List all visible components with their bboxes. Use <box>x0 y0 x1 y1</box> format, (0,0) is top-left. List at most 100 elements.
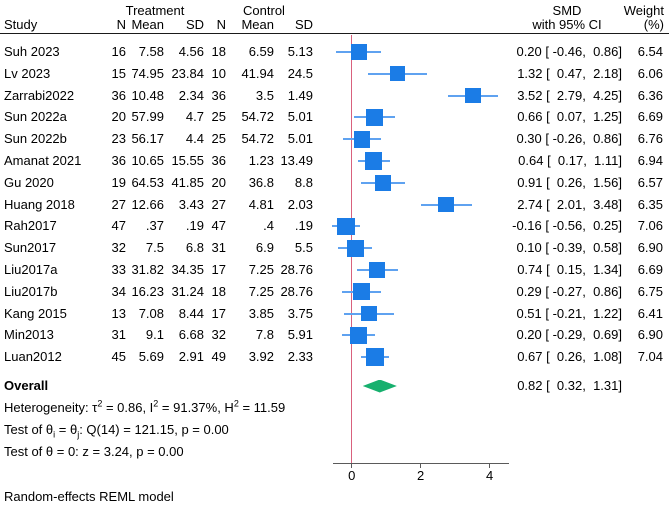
table-cell-t_mean: 10.65 <box>131 153 164 168</box>
table-cell-t_n: 32 <box>111 240 126 256</box>
study-label: Liu2017a <box>4 262 58 277</box>
table-cell-t_mean: 12.66 <box>131 196 164 212</box>
table-cell-t_sd: 15.55 <box>171 153 204 168</box>
study-label: Sun 2022b <box>4 131 67 147</box>
stat-text-segment: 2 <box>233 398 239 409</box>
effect-square <box>365 348 384 366</box>
stat-text-segment: 2 <box>97 398 103 409</box>
table-cell-c_n: 18 <box>211 44 226 59</box>
table-cell-c_sd: 3.75 <box>287 305 313 321</box>
table-cell-t_n: 34 <box>111 283 126 299</box>
effect-square <box>361 305 378 322</box>
weight-value: 6.36 <box>637 87 663 103</box>
table-cell-c_n: 36 <box>211 153 226 168</box>
table-cell-t_n: 15 <box>111 65 126 81</box>
study-label: Lv 2023 <box>4 65 51 81</box>
x-axis-tick <box>420 463 422 468</box>
table-cell-t_sd: 4.7 <box>185 109 204 125</box>
table-cell-c_mean: 1.23 <box>248 153 274 168</box>
study-label: Gu 2020 <box>4 174 54 190</box>
stat-text-segment: = θ <box>55 422 78 437</box>
table-cell-t_mean: 74.95 <box>131 65 164 81</box>
weight-header: Weight <box>623 3 664 18</box>
table-cell-t_mean: 31.82 <box>131 262 164 277</box>
table-cell-t_sd: 6.8 <box>185 240 204 256</box>
overall-diamond <box>362 379 397 393</box>
table-cell-t_n: 47 <box>111 218 126 234</box>
table-cell-c_sd: 5.01 <box>287 131 313 147</box>
table-cell-c_mean: 3.85 <box>248 305 274 321</box>
effect-square <box>374 174 392 191</box>
effect-square <box>337 217 355 236</box>
z-test-line: Test of θ = 0: z = 3.24, p = 0.00 <box>4 443 334 461</box>
weight-value: 6.54 <box>637 44 663 59</box>
smd-ci-value: 0.64 [ 0.17, 1.11] <box>518 153 622 168</box>
table-cell-t_mean: 5.69 <box>138 349 164 365</box>
table-cell-t_n: 13 <box>111 305 126 321</box>
header-divider-rule <box>0 33 669 35</box>
treatment-n-header: N <box>116 17 126 32</box>
control-sd-header: SD <box>294 17 313 32</box>
table-cell-t_mean: 57.99 <box>131 109 164 125</box>
table-cell-c_mean: 6.9 <box>255 240 274 256</box>
smd-ci-value: 0.20 [ -0.46, 0.86] <box>516 44 622 59</box>
table-cell-t_mean: 7.58 <box>138 44 164 59</box>
q-test-line: Test of θi = θj: Q(14) = 121.15, p = 0.0… <box>4 421 334 439</box>
table-cell-c_n: 47 <box>211 218 226 234</box>
table-cell-t_sd: 23.84 <box>171 65 204 81</box>
table-cell-t_mean: 56.17 <box>131 131 164 147</box>
table-cell-t_n: 23 <box>111 131 126 147</box>
table-cell-c_sd: .19 <box>294 218 313 234</box>
effect-square <box>349 326 368 344</box>
control-group-header: Control <box>243 3 285 18</box>
smd-ci-value: 0.66 [ 0.07, 1.25] <box>517 109 622 125</box>
table-cell-t_n: 36 <box>111 153 126 168</box>
treatment-mean-header: Mean <box>131 17 164 32</box>
table-cell-t_sd: 4.56 <box>178 44 204 59</box>
table-cell-t_mean: 16.23 <box>131 283 164 299</box>
overall-smd-ci-value: 0.82 [ 0.32, 1.31] <box>517 378 622 393</box>
table-cell-c_sd: 28.76 <box>280 283 313 299</box>
table-cell-c_mean: 6.59 <box>248 44 274 59</box>
study-label: Zarrabi2022 <box>4 87 75 103</box>
table-cell-c_n: 49 <box>211 349 226 365</box>
study-label: Sun 2022a <box>4 109 67 125</box>
table-cell-t_sd: 8.44 <box>178 305 204 321</box>
weight-value: 7.04 <box>637 349 663 365</box>
table-cell-c_sd: 5.13 <box>287 44 313 59</box>
table-cell-c_n: 17 <box>211 305 226 321</box>
study-label: Kang 2015 <box>4 305 67 321</box>
table-cell-c_n: 25 <box>211 131 226 147</box>
table-cell-c_mean: .4 <box>263 218 274 234</box>
table-cell-c_sd: 28.76 <box>280 262 313 277</box>
table-cell-c_n: 31 <box>211 240 226 256</box>
table-cell-c_mean: 3.92 <box>248 349 274 365</box>
stat-text-segment: = 91.37%, H <box>158 400 234 415</box>
table-cell-c_sd: 13.49 <box>280 153 313 168</box>
effect-square <box>389 66 405 82</box>
weight-value: 6.35 <box>637 196 663 212</box>
weight-value: 6.90 <box>637 240 663 256</box>
table-cell-t_sd: 3.43 <box>178 196 204 212</box>
x-axis-tick <box>351 463 353 468</box>
smd-ci-value: 0.91 [ 0.26, 1.56] <box>517 174 622 190</box>
stat-text-segment: j <box>77 429 80 440</box>
table-cell-c_n: 18 <box>211 283 226 299</box>
effect-square <box>366 109 383 126</box>
table-cell-t_sd: 31.24 <box>171 283 204 299</box>
table-cell-t_n: 33 <box>111 262 126 277</box>
table-cell-t_sd: 34.35 <box>171 262 204 277</box>
smd-ci-value: 0.51 [ -0.21, 1.22] <box>516 305 622 321</box>
weight-value: 6.94 <box>637 153 663 168</box>
treatment-group-header: Treatment <box>125 3 185 18</box>
weight-value: 6.69 <box>637 109 663 125</box>
effect-square <box>365 152 383 170</box>
table-cell-t_n: 31 <box>111 327 126 343</box>
stat-text-segment: i <box>53 429 56 440</box>
x-axis-tick <box>488 463 491 468</box>
control-mean-header: Mean <box>241 17 274 32</box>
table-cell-t_mean: 7.5 <box>145 240 164 256</box>
stat-text-segment: Test of θ <box>4 422 54 437</box>
table-cell-c_mean: 7.25 <box>248 283 274 299</box>
